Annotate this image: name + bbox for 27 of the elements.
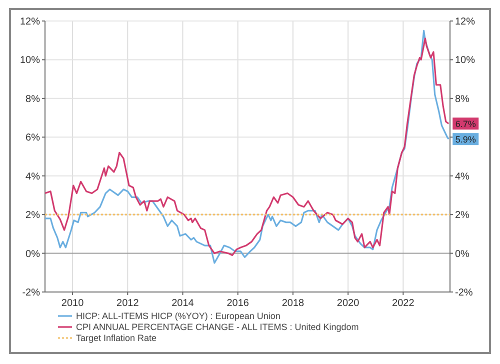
y2-tick-label: 10%: [455, 55, 476, 66]
legend-label: CPI ANNUAL PERCENTAGE CHANGE - ALL ITEMS : United Kingdom: [76, 322, 359, 332]
annotation: 5.9%: [455, 134, 476, 145]
x-tick-label: 2020: [336, 298, 360, 309]
legend-label: Target Inflation Rate: [76, 333, 157, 343]
y-tick-label: 8%: [26, 94, 40, 105]
y-tick-label: 0%: [26, 248, 40, 260]
x-tick-label: 2010: [61, 298, 84, 309]
y2-tick-label: 2%: [455, 210, 470, 222]
y-tick-label: 6%: [26, 132, 40, 144]
y2-tick-label: -2%: [455, 288, 473, 298]
y-tick-label: 12%: [20, 16, 40, 28]
x-tick-label: 2014: [172, 298, 194, 309]
x-tick-label: 2018: [282, 298, 305, 309]
annotation: 6.7%: [455, 119, 476, 130]
y2-tick-label: 8%: [455, 94, 470, 105]
y2-tick-label: 0%: [455, 248, 470, 260]
y-tick-label: -2%: [22, 288, 40, 298]
x-tick-label: 2012: [116, 298, 140, 309]
y-tick-label: 2%: [26, 210, 40, 222]
legend-label: HICP: ALL-ITEMS HICP (%YOY) : European Union: [76, 311, 280, 321]
y2-tick-label: 12%: [455, 16, 476, 28]
x-tick-label: 2016: [226, 298, 250, 309]
x-tick-label: 2022: [392, 298, 415, 309]
y2-tick-label: 4%: [455, 171, 470, 182]
y-tick-label: 10%: [20, 55, 40, 66]
y-tick-label: 4%: [26, 171, 40, 182]
